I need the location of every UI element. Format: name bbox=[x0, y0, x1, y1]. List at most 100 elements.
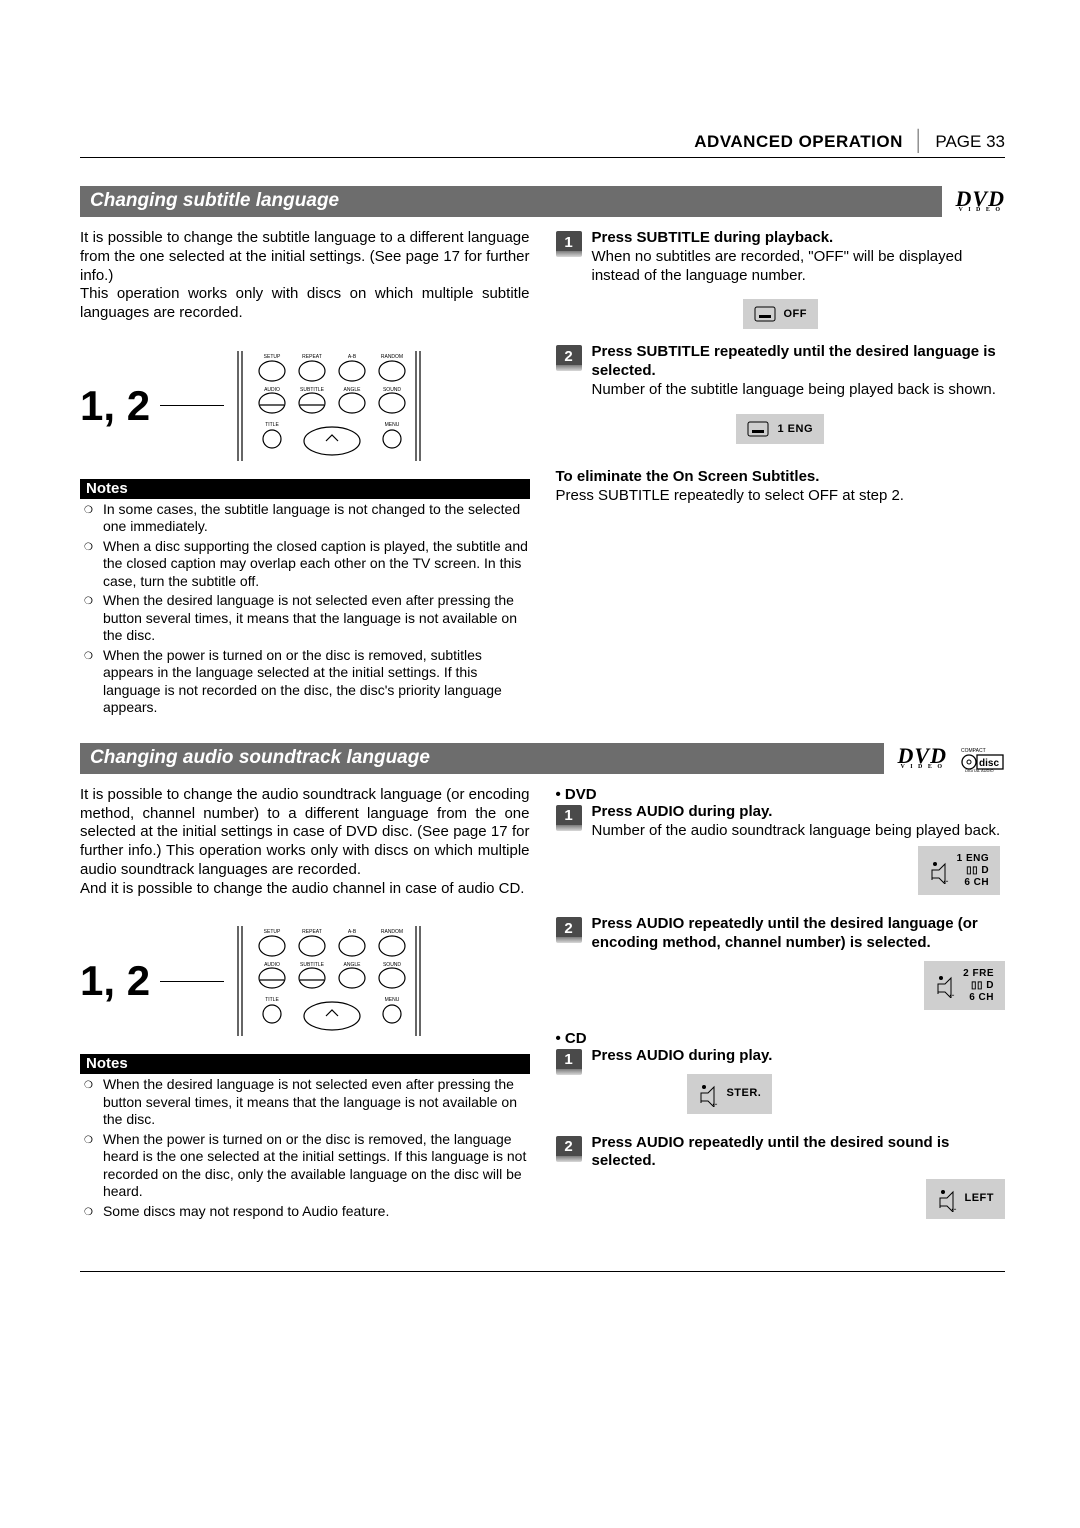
dvd-step1: 1 Press AUDIO during play. Number of the… bbox=[556, 803, 1006, 910]
speaker-icon: … bbox=[935, 972, 955, 998]
note-item: In some cases, the subtitle language is … bbox=[84, 501, 530, 536]
cd-step2: 2 Press AUDIO repeatedly until the desir… bbox=[556, 1134, 1006, 1234]
section1-notes-list: In some cases, the subtitle language is … bbox=[80, 501, 530, 717]
bottom-rule bbox=[80, 1271, 1005, 1272]
remote-icon: SETUPREPEATA-BRANDOM AUDIOSUBTITLEANGLES… bbox=[234, 926, 424, 1036]
section1-notes-header: Notes bbox=[80, 479, 530, 499]
svg-text:A-B: A-B bbox=[348, 929, 357, 935]
osd-cd2-text: LEFT bbox=[965, 1192, 995, 1206]
osd-subtitle-eng: 1 ENG bbox=[736, 414, 824, 444]
header-divider: │ bbox=[913, 130, 926, 153]
eliminate-body: Press SUBTITLE repeatedly to select OFF … bbox=[556, 487, 1006, 504]
svg-text:…: … bbox=[943, 875, 949, 884]
remote-fig1-label: 1, 2 bbox=[80, 382, 150, 430]
step-badge-2: 2 bbox=[556, 345, 582, 367]
svg-text:MENU: MENU bbox=[385, 422, 400, 428]
osd-dvd-1: … 1 ENG ▯▯ D 6 CH bbox=[918, 846, 1001, 895]
svg-text:MENU: MENU bbox=[385, 997, 400, 1003]
section2-title-row: Changing audio soundtrack language DVDV … bbox=[80, 743, 1005, 774]
cd-label: • CD bbox=[556, 1030, 1006, 1047]
osd-dvd2-l1: 2 FRE bbox=[963, 968, 994, 979]
section1-left: It is possible to change the subtitle la… bbox=[80, 229, 530, 717]
remote-figure-2: 1, 2 SETUPREPEATA-BRANDOM AUDIOSUBTITLEA bbox=[80, 926, 530, 1036]
dvd-step2-title: Press AUDIO repeatedly until the desired… bbox=[592, 915, 978, 951]
osd-dvd1-l2: ▯▯ D bbox=[957, 865, 990, 876]
osd-dvd1-l3: 6 CH bbox=[957, 877, 990, 888]
osd-cd-1: … STER. bbox=[687, 1074, 772, 1114]
osd2-text: 1 ENG bbox=[777, 423, 813, 435]
header-page: PAGE 33 bbox=[935, 132, 1005, 152]
section1-title: Changing subtitle language bbox=[80, 186, 942, 217]
svg-text:ANGLE: ANGLE bbox=[344, 962, 362, 968]
section1-right: 1 Press SUBTITLE during playback. When n… bbox=[556, 229, 1006, 717]
cd-step2-title: Press AUDIO repeatedly until the desired… bbox=[592, 1134, 950, 1170]
svg-text:TITLE: TITLE bbox=[265, 997, 279, 1003]
section1-title-row: Changing subtitle language DVDV I D E O bbox=[80, 186, 1005, 217]
dvd-step1-title: Press AUDIO during play. bbox=[592, 803, 773, 820]
section1-columns: It is possible to change the subtitle la… bbox=[80, 229, 1005, 717]
svg-text:…: … bbox=[712, 1098, 718, 1107]
osd-cd1-text: STER. bbox=[726, 1087, 761, 1101]
remote-fig2-label: 1, 2 bbox=[80, 957, 150, 1005]
dvd-step1-body: Number of the audio soundtrack language … bbox=[592, 822, 1001, 839]
page-header: ADVANCED OPERATION │ PAGE 33 bbox=[80, 130, 1005, 158]
osd-subtitle-off: OFF bbox=[743, 299, 819, 329]
step-badge-1: 1 bbox=[556, 231, 582, 253]
section1-step2: 2 Press SUBTITLE repeatedly until the de… bbox=[556, 343, 1006, 399]
header-section: ADVANCED OPERATION bbox=[694, 132, 903, 152]
cd-logo-icon: COMPACT disc DIGITAL AUDIO bbox=[961, 744, 1005, 772]
svg-text:…: … bbox=[951, 1203, 957, 1212]
remote-icon: SETUPREPEATA-BRANDOM AUDIOSUBTITLEANGLES… bbox=[234, 351, 424, 461]
section2-notes-list: When the desired language is not selecte… bbox=[80, 1076, 530, 1222]
svg-text:COMPACT: COMPACT bbox=[961, 748, 986, 754]
section2-intro2: And it is possible to change the audio c… bbox=[80, 880, 530, 899]
note-item: When the desired language is not selecte… bbox=[84, 592, 530, 645]
speaker-icon: … bbox=[929, 858, 949, 884]
svg-text:AUDIO: AUDIO bbox=[264, 962, 280, 968]
dvd-label: • DVD bbox=[556, 786, 1006, 803]
cd-step1-title: Press AUDIO during play. bbox=[592, 1047, 773, 1064]
subtitle-icon bbox=[747, 421, 769, 437]
note-item: When a disc supporting the closed captio… bbox=[84, 538, 530, 591]
section2-columns: It is possible to change the audio sound… bbox=[80, 786, 1005, 1239]
step-badge-2: 2 bbox=[556, 1136, 582, 1158]
osd-dvd-2: … 2 FRE ▯▯ D 6 CH bbox=[924, 961, 1005, 1010]
svg-text:SETUP: SETUP bbox=[264, 354, 281, 360]
note-item: When the power is turned on or the disc … bbox=[84, 1131, 530, 1201]
s1-step2-title: Press SUBTITLE repeatedly until the desi… bbox=[592, 343, 996, 379]
svg-text:SETUP: SETUP bbox=[264, 929, 281, 935]
eliminate-title: To eliminate the On Screen Subtitles. bbox=[556, 468, 1006, 485]
s1-step1-title: Press SUBTITLE during playback. bbox=[592, 229, 834, 246]
svg-text:A-B: A-B bbox=[348, 354, 357, 360]
svg-text:REPEAT: REPEAT bbox=[302, 354, 322, 360]
step-badge-1: 1 bbox=[556, 1049, 582, 1071]
svg-text:RANDOM: RANDOM bbox=[381, 929, 403, 935]
osd-cd-2: … LEFT bbox=[926, 1179, 1006, 1219]
svg-text:DIGITAL AUDIO: DIGITAL AUDIO bbox=[965, 768, 994, 772]
speaker-icon: … bbox=[698, 1081, 718, 1107]
step-badge-2: 2 bbox=[556, 917, 582, 939]
section1-intro1: It is possible to change the subtitle la… bbox=[80, 229, 530, 285]
s1-step1-body: When no subtitles are recorded, "OFF" wi… bbox=[592, 248, 963, 284]
s1-step2-body: Number of the subtitle language being pl… bbox=[592, 381, 996, 398]
svg-text:RANDOM: RANDOM bbox=[381, 354, 403, 360]
osd1-text: OFF bbox=[784, 308, 808, 320]
svg-text:SUBTITLE: SUBTITLE bbox=[300, 387, 325, 393]
section1-step1: 1 Press SUBTITLE during playback. When n… bbox=[556, 229, 1006, 285]
osd-dvd2-l3: 6 CH bbox=[963, 992, 994, 1003]
speaker-icon: … bbox=[937, 1186, 957, 1212]
section2-left: It is possible to change the audio sound… bbox=[80, 786, 530, 1239]
osd-dvd2-l2: ▯▯ D bbox=[963, 980, 994, 991]
svg-text:TITLE: TITLE bbox=[265, 422, 279, 428]
note-item: When the power is turned on or the disc … bbox=[84, 647, 530, 717]
section2-notes-header: Notes bbox=[80, 1054, 530, 1074]
dvd-step2: 2 Press AUDIO repeatedly until the desir… bbox=[556, 915, 1006, 1024]
subtitle-icon bbox=[754, 306, 776, 322]
note-item: Some discs may not respond to Audio feat… bbox=[84, 1203, 530, 1222]
svg-text:SOUND: SOUND bbox=[383, 387, 401, 393]
dvd-logo-icon: DVDV I D E O bbox=[956, 190, 1005, 212]
section2-intro: It is possible to change the audio sound… bbox=[80, 786, 530, 880]
svg-text:SUBTITLE: SUBTITLE bbox=[300, 962, 325, 968]
svg-text:ANGLE: ANGLE bbox=[344, 387, 362, 393]
svg-text:SOUND: SOUND bbox=[383, 962, 401, 968]
